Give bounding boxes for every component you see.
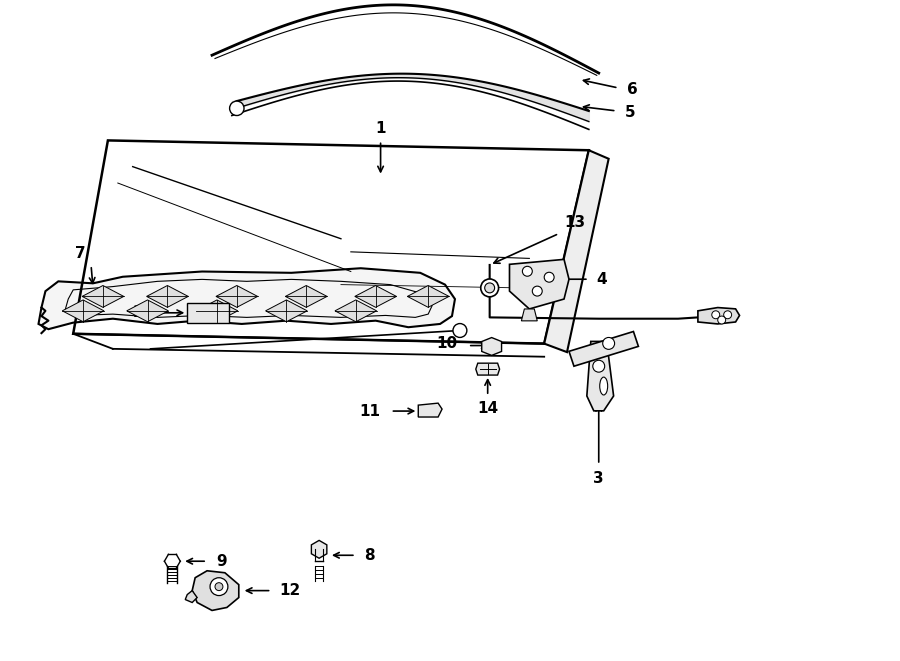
Polygon shape xyxy=(62,300,104,322)
Polygon shape xyxy=(193,571,238,611)
Text: 3: 3 xyxy=(593,471,604,486)
Ellipse shape xyxy=(599,377,608,395)
Circle shape xyxy=(603,338,615,350)
Polygon shape xyxy=(127,300,168,322)
Text: 5: 5 xyxy=(625,104,635,120)
Polygon shape xyxy=(335,300,376,322)
Polygon shape xyxy=(482,338,501,356)
Polygon shape xyxy=(185,591,197,603)
Text: 7: 7 xyxy=(76,246,86,261)
Text: 14: 14 xyxy=(477,401,499,416)
Polygon shape xyxy=(39,268,455,329)
Text: 6: 6 xyxy=(626,82,637,97)
Polygon shape xyxy=(408,286,449,307)
Polygon shape xyxy=(569,332,638,366)
Polygon shape xyxy=(587,342,614,411)
Text: 8: 8 xyxy=(364,548,374,563)
Circle shape xyxy=(544,272,554,282)
Circle shape xyxy=(453,323,467,338)
Polygon shape xyxy=(476,363,500,375)
Circle shape xyxy=(485,283,495,293)
Polygon shape xyxy=(311,541,327,559)
Polygon shape xyxy=(509,259,569,309)
Text: 10: 10 xyxy=(436,336,458,351)
Polygon shape xyxy=(355,286,397,307)
Polygon shape xyxy=(418,403,442,417)
Circle shape xyxy=(593,360,605,372)
Circle shape xyxy=(724,311,732,319)
Bar xyxy=(187,303,229,323)
Text: 11: 11 xyxy=(360,404,381,418)
Polygon shape xyxy=(196,300,238,322)
Circle shape xyxy=(712,311,720,319)
Polygon shape xyxy=(698,307,740,324)
Text: 2: 2 xyxy=(133,305,144,321)
Text: 13: 13 xyxy=(564,215,585,230)
Polygon shape xyxy=(216,286,257,307)
Polygon shape xyxy=(266,300,307,322)
Polygon shape xyxy=(285,286,327,307)
Text: 12: 12 xyxy=(279,583,301,598)
Polygon shape xyxy=(521,309,537,321)
Circle shape xyxy=(215,583,223,591)
Polygon shape xyxy=(82,286,124,307)
Circle shape xyxy=(532,286,542,296)
Text: 4: 4 xyxy=(597,272,608,287)
Text: 9: 9 xyxy=(216,554,227,568)
Polygon shape xyxy=(147,286,188,307)
Circle shape xyxy=(522,266,532,276)
Circle shape xyxy=(230,101,244,116)
Circle shape xyxy=(717,316,725,324)
Text: 1: 1 xyxy=(375,122,386,136)
Polygon shape xyxy=(544,150,608,352)
Circle shape xyxy=(210,578,228,596)
Circle shape xyxy=(481,279,499,297)
